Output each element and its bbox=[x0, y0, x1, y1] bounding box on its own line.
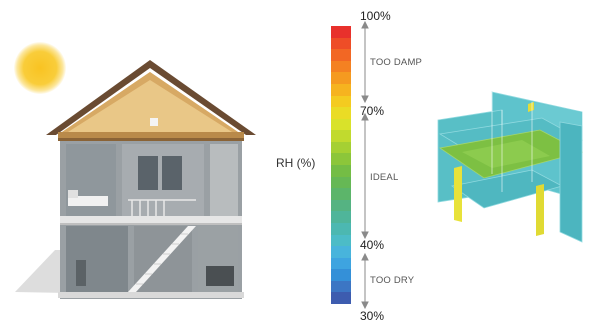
tick-40: 40% bbox=[360, 238, 385, 252]
rh-scale-band bbox=[331, 153, 351, 166]
rh-scale-band bbox=[331, 141, 351, 154]
wall-accent-yellow-left bbox=[454, 166, 462, 222]
rh-scale-band bbox=[331, 130, 351, 143]
rh-scale-band bbox=[331, 257, 351, 270]
rh-scale-band bbox=[331, 49, 351, 62]
wall-accent-yellow-right bbox=[536, 184, 544, 236]
rh-scale-band bbox=[331, 211, 351, 224]
rh-scale-band bbox=[331, 72, 351, 85]
rh-scale-band bbox=[331, 60, 351, 73]
rh-scale-band bbox=[331, 234, 351, 247]
tick-30: 30% bbox=[360, 309, 385, 323]
rh-scale-band bbox=[331, 199, 351, 212]
rh-scale-band bbox=[331, 280, 351, 293]
rh-scale-band bbox=[331, 176, 351, 189]
rh-scale-band bbox=[331, 188, 351, 201]
rh-scale-band bbox=[331, 118, 351, 131]
zone-too-damp: TOO DAMP bbox=[370, 57, 423, 68]
wall-panel-right bbox=[559, 121, 583, 243]
zone-ideal: IDEAL bbox=[370, 172, 399, 183]
tick-100: 100% bbox=[360, 9, 391, 23]
tick-70: 70% bbox=[360, 104, 385, 118]
rh-axis-label: RH (%) bbox=[276, 156, 316, 170]
rh-color-scale bbox=[331, 26, 351, 305]
rh-scale-band bbox=[331, 37, 351, 50]
rh-scale-band bbox=[331, 165, 351, 178]
wall-humidity-3d-model bbox=[437, 91, 584, 243]
range-arrows bbox=[361, 20, 369, 310]
rh-scale-band bbox=[331, 95, 351, 108]
sun-icon bbox=[14, 42, 66, 94]
house-attic bbox=[62, 72, 238, 132]
rh-scale-band bbox=[331, 26, 351, 39]
zone-too-dry: TOO DRY bbox=[370, 275, 415, 286]
rh-scale-band bbox=[331, 246, 351, 259]
rh-scale-band bbox=[331, 107, 351, 120]
rh-scale-band bbox=[331, 83, 351, 96]
rh-scale-band bbox=[331, 269, 351, 282]
house-illustration bbox=[15, 60, 256, 299]
rh-scale-band bbox=[331, 222, 351, 235]
rh-scale-band bbox=[331, 292, 351, 305]
